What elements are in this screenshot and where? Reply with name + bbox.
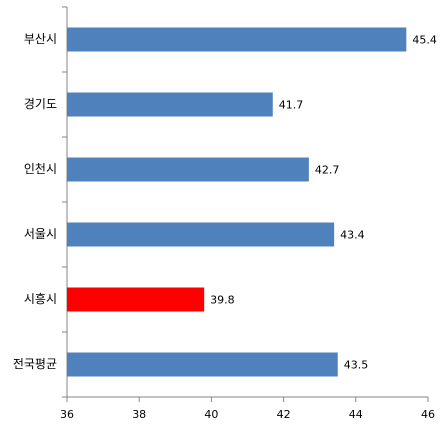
bar: [67, 222, 335, 247]
x-tick-label: 40: [204, 408, 218, 421]
bar: [67, 287, 205, 312]
value-label: 43.4: [340, 229, 365, 242]
value-label: 43.5: [344, 359, 369, 372]
value-label: 42.7: [315, 164, 340, 177]
bar: [67, 92, 273, 117]
y-tick-label: 서울시: [24, 227, 57, 241]
y-tick-label: 전국평균: [13, 357, 57, 371]
y-tick-label: 인천시: [24, 161, 57, 176]
x-tick-label: 44: [349, 408, 363, 421]
bar: [67, 352, 338, 377]
x-tick-label: 36: [60, 408, 74, 421]
y-tick-label: 시흥시: [24, 292, 57, 306]
bar: [67, 27, 407, 52]
y-tick-label: 부산시: [24, 32, 57, 46]
bar: [67, 157, 309, 182]
value-label: 45.4: [412, 34, 437, 47]
value-label: 39.8: [210, 294, 235, 307]
value-label: 41.7: [279, 99, 304, 112]
x-tick-label: 42: [277, 408, 291, 421]
x-tick-label: 46: [421, 408, 435, 421]
x-tick-label: 38: [132, 408, 146, 421]
y-tick-label: 경기도: [24, 97, 57, 111]
